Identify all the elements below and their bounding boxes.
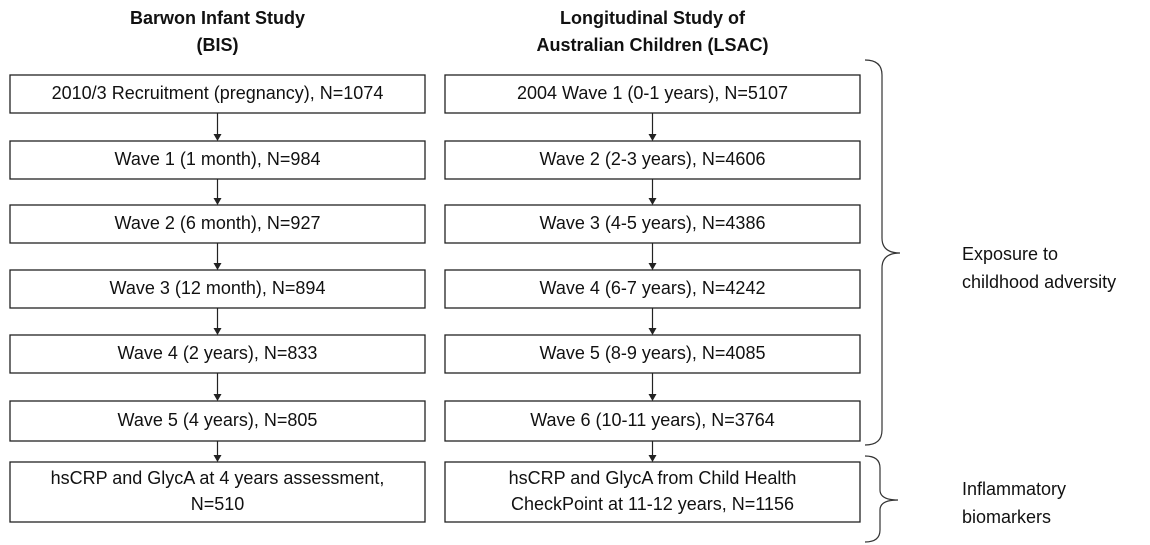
column-title: (BIS) xyxy=(197,35,239,55)
arrow-head xyxy=(648,455,657,462)
box-label: hsCRP and GlycA from Child Health xyxy=(509,468,797,488)
flow-box xyxy=(9,334,426,374)
flow-box xyxy=(444,74,861,114)
arrow-head xyxy=(213,134,222,141)
box-label: Wave 3 (12 month), N=894 xyxy=(110,278,326,298)
annotation-label: childhood adversity xyxy=(962,272,1116,292)
box-label: 2010/3 Recruitment (pregnancy), N=1074 xyxy=(52,83,384,103)
box-label: Wave 2 (6 month), N=927 xyxy=(115,213,321,233)
box-label: Wave 4 (2 years), N=833 xyxy=(118,343,318,363)
arrow-head xyxy=(213,394,222,401)
arrow-head xyxy=(648,134,657,141)
box-label: Wave 5 (8-9 years), N=4085 xyxy=(540,343,766,363)
column-title: Barwon Infant Study xyxy=(130,8,305,28)
flow-box xyxy=(444,334,861,374)
box-label: N=510 xyxy=(191,494,245,514)
flow-box xyxy=(9,461,426,523)
arrow-head xyxy=(213,263,222,270)
box-label: hsCRP and GlycA at 4 years assessment, xyxy=(51,468,385,488)
box-label: Wave 4 (6-7 years), N=4242 xyxy=(540,278,766,298)
annotation-label: Inflammatory xyxy=(962,479,1066,499)
box-label: Wave 2 (2-3 years), N=4606 xyxy=(540,149,766,169)
arrow-head xyxy=(213,328,222,335)
arrow-head xyxy=(648,198,657,205)
flow-box xyxy=(444,461,861,523)
flow-box xyxy=(444,204,861,244)
arrow-head xyxy=(648,328,657,335)
brace xyxy=(864,59,901,446)
box-label: Wave 5 (4 years), N=805 xyxy=(118,410,318,430)
flow-box xyxy=(9,400,426,442)
annotation-label: Exposure to xyxy=(962,244,1058,264)
arrow-head xyxy=(213,455,222,462)
arrow-head xyxy=(648,263,657,270)
column-title: Longitudinal Study of xyxy=(560,8,746,28)
column-title: Australian Children (LSAC) xyxy=(536,35,768,55)
box-label: Wave 3 (4-5 years), N=4386 xyxy=(540,213,766,233)
flow-box xyxy=(9,74,426,114)
annotation-label: biomarkers xyxy=(962,507,1051,527)
flow-box xyxy=(9,204,426,244)
flow-box xyxy=(444,269,861,309)
box-label: CheckPoint at 11-12 years, N=1156 xyxy=(511,494,794,514)
box-label: Wave 1 (1 month), N=984 xyxy=(115,149,321,169)
flow-box xyxy=(9,140,426,180)
arrow-head xyxy=(213,198,222,205)
brace xyxy=(864,455,899,543)
box-label: 2004 Wave 1 (0-1 years), N=5107 xyxy=(517,83,788,103)
box-label: Wave 6 (10-11 years), N=3764 xyxy=(530,410,775,430)
arrow-head xyxy=(648,394,657,401)
flow-box xyxy=(444,400,861,442)
